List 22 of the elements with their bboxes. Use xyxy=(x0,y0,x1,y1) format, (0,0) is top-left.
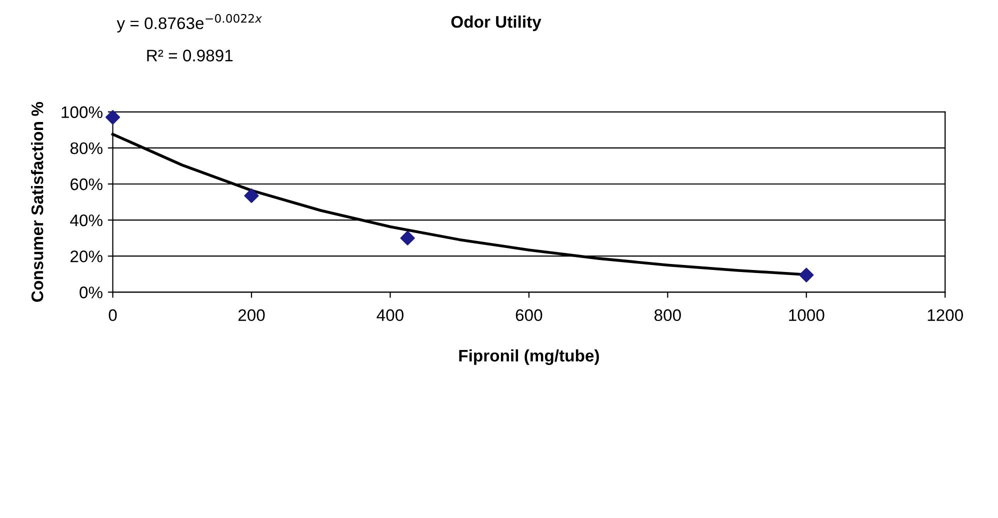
x-tick-label: 600 xyxy=(516,309,542,322)
x-tick-label: 800 xyxy=(654,309,681,322)
y-tick-label: 40% xyxy=(70,214,102,226)
x-tick-label: 400 xyxy=(376,309,404,322)
x-tick-label: 0 xyxy=(108,309,117,322)
y-tick-label: 20% xyxy=(70,250,102,262)
y-tick-label: 0% xyxy=(80,286,102,298)
point xyxy=(244,188,259,203)
x-axis-title: Fipronil (mg/tube) xyxy=(459,349,599,365)
x-tick-label: 200 xyxy=(238,309,265,322)
chart-title: Odor Utility xyxy=(451,16,542,32)
y-tick-label: 80% xyxy=(70,142,102,154)
text: R² = 0.9891 xyxy=(147,50,233,62)
y-tick-label: 100% xyxy=(62,106,102,118)
x-tick-label: 1000 xyxy=(789,309,824,322)
x-tick-label: 1200 xyxy=(928,309,963,322)
y-axis-title: Consumer Satisfaction % xyxy=(31,102,44,302)
point xyxy=(400,230,415,246)
text: y = 0.8763e$^{−0.0022x}$ xyxy=(116,14,262,32)
y-tick-label: 60% xyxy=(70,178,102,190)
point xyxy=(799,268,814,282)
point xyxy=(105,110,120,125)
